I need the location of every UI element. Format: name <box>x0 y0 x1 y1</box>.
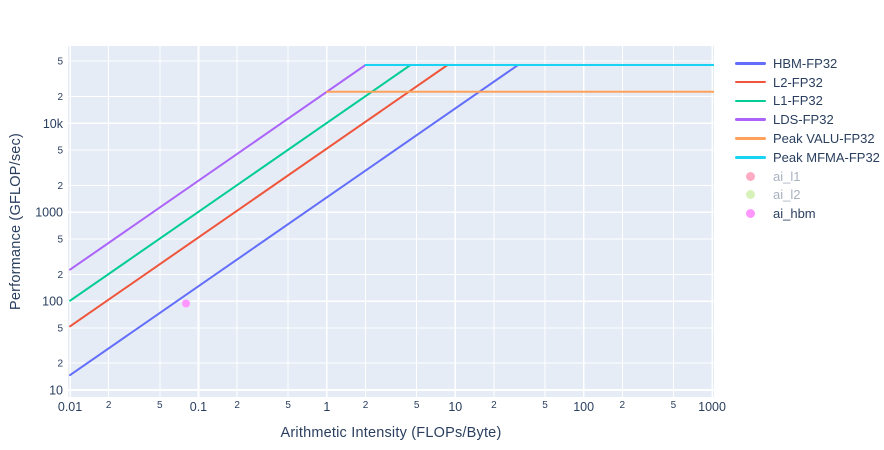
legend-label: HBM-FP32 <box>773 55 838 71</box>
legend-item-lds-fp32[interactable]: LDS-FP32 <box>735 110 880 129</box>
legend-line-swatch-lds-fp32 <box>735 118 766 122</box>
legend-label: ai_l1 <box>773 168 801 184</box>
legend-item-ai-hbm[interactable]: ai_hbm <box>735 204 880 223</box>
x-tick-label: 100 <box>573 400 594 414</box>
y-tick-label: 5 <box>57 146 63 157</box>
x-tick-label: 2 <box>106 400 112 411</box>
legend-line-swatch-peak-mfma-fp32 <box>735 156 766 159</box>
legend-label: ai_hbm <box>773 206 816 222</box>
legend-label: Peak MFMA-FP32 <box>773 149 880 165</box>
y-tick-label: 5 <box>57 234 63 245</box>
y-tick-label: 100 <box>42 295 63 309</box>
y-tick-label: 5 <box>57 57 63 68</box>
legend-line-swatch-hbm-fp32 <box>735 62 766 65</box>
x-tick-label: 0.1 <box>190 400 207 414</box>
y-tick-label: 2 <box>57 270 63 281</box>
y-tick-label: 2 <box>57 359 63 370</box>
legend-marker-swatch-ai-hbm <box>735 209 766 219</box>
line-color-icon <box>735 62 766 65</box>
series-line-l2-fp32[interactable] <box>69 64 449 328</box>
legend-line-swatch-peak-valu-fp32 <box>735 137 766 140</box>
x-tick-label: 2 <box>620 400 626 411</box>
x-tick-label: 10 <box>448 400 462 414</box>
gridlines <box>68 46 714 397</box>
legend-item-ai-l2[interactable]: ai_l2 <box>735 186 880 205</box>
legend-item-ai-l1[interactable]: ai_l1 <box>735 167 880 186</box>
x-tick-label: 5 <box>285 400 291 411</box>
x-tick-label: 5 <box>542 400 548 411</box>
y-tick-label: 5 <box>57 323 63 334</box>
x-tick-label: 5 <box>414 400 420 411</box>
x-tick-label: 1 <box>323 400 330 414</box>
series-line-l1-fp32[interactable] <box>69 64 412 302</box>
legend-label: L2-FP32 <box>773 74 823 90</box>
x-tick-label: 5 <box>157 400 163 411</box>
legend-label: Peak VALU-FP32 <box>773 131 875 147</box>
legend-label: ai_l2 <box>773 187 801 203</box>
legend-label: LDS-FP32 <box>773 112 834 128</box>
dot-color-icon <box>746 171 755 181</box>
plot-area[interactable] <box>68 46 714 397</box>
y-axis-title: Performance (GFLOP/sec) <box>8 132 24 311</box>
dot-color-icon <box>746 209 755 219</box>
y-tick-label: 1000 <box>35 206 63 220</box>
x-tick-label: 2 <box>363 400 369 411</box>
series-line-hbm-fp32[interactable] <box>69 64 519 377</box>
legend-line-swatch-l2-fp32 <box>735 80 766 84</box>
legend-item-peak-mfma-fp32[interactable]: Peak MFMA-FP32 <box>735 148 880 167</box>
legend-item-l1-fp32[interactable]: L1-FP32 <box>735 92 880 111</box>
y-tick-label: 10k <box>43 117 64 131</box>
series-line-lds-fp32[interactable] <box>69 64 367 271</box>
line-color-icon <box>735 99 766 103</box>
legend-marker-swatch-ai-l2 <box>735 190 766 200</box>
legend: HBM-FP32 L2-FP32 L1-FP32 LDS-FP32 Peak VALU-… <box>735 54 880 223</box>
y-tick-label: 2 <box>57 181 63 192</box>
x-tick-label: 2 <box>234 400 240 411</box>
legend-item-hbm-fp32[interactable]: HBM-FP32 <box>735 54 880 73</box>
line-color-icon <box>735 156 766 159</box>
line-color-icon <box>735 137 766 140</box>
x-tick-label: 2 <box>491 400 497 411</box>
legend-line-swatch-l1-fp32 <box>735 99 766 103</box>
series-group <box>69 64 714 377</box>
series-marker-ai-hbm[interactable] <box>182 299 191 308</box>
x-tick-label: 5 <box>671 400 677 411</box>
line-color-icon <box>735 80 766 84</box>
x-tick-label: 1000 <box>698 400 726 414</box>
legend-item-peak-valu-fp32[interactable]: Peak VALU-FP32 <box>735 129 880 148</box>
dot-color-icon <box>746 190 755 200</box>
legend-label: L1-FP32 <box>773 93 823 109</box>
legend-item-l2-fp32[interactable]: L2-FP32 <box>735 73 880 92</box>
tick-labels: 0.01 2 5 0.1 2 5 1 2 5 10 2 5 100 2 5 1000 10 2 5 100 2 5 1000… <box>35 57 726 414</box>
y-tick-label: 2 <box>57 92 63 103</box>
y-tick-label: 10 <box>49 383 63 397</box>
x-axis-title: Arithmetic Intensity (FLOPs/Byte) <box>280 425 502 441</box>
line-color-icon <box>735 118 766 122</box>
legend-marker-swatch-ai-l1 <box>735 171 766 181</box>
x-tick-label: 0.01 <box>58 400 82 414</box>
